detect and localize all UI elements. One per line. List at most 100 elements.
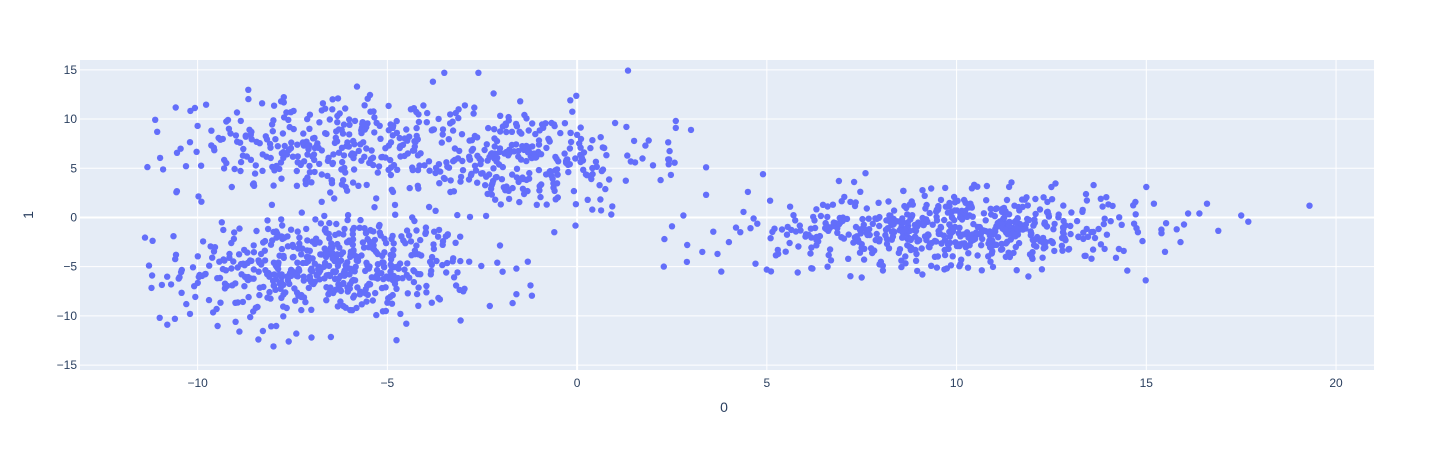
scatter-point [329,255,336,262]
scatter-point [366,281,374,288]
scatter-point [912,257,920,264]
scatter-point [941,246,948,254]
scatter-point [914,267,921,275]
scatter-point [1130,202,1137,209]
scatter-point [860,256,868,263]
scatter-point [968,202,975,210]
scatter-point [532,154,539,161]
scatter-point [665,139,672,146]
scatter-point [597,207,605,214]
scatter-point [359,120,366,128]
scatter-point [1007,236,1014,243]
scatter-point [266,273,273,280]
scatter-point [250,266,257,273]
scatter-point [505,195,513,203]
scatter-point [208,142,215,149]
scatter-point [1011,231,1019,239]
scatter-point [1082,190,1090,198]
scatter-point [450,274,458,281]
scatter-point [665,161,672,168]
scatter-point [396,134,403,142]
scatter-point [382,307,390,315]
scatter-point [852,199,859,206]
scatter-point [869,220,876,227]
scatter-point [889,233,897,240]
scatter-point [1029,236,1037,244]
scatter-point [273,322,280,330]
scatter-point [1238,212,1245,219]
scatter-point [278,216,285,223]
scatter-point [400,237,407,244]
scatter-point [471,132,479,140]
scatter-point [1116,214,1123,221]
scatter-point [250,249,258,256]
scatter-point [270,182,277,189]
scatter-point [603,152,610,159]
scatter-point [505,152,512,159]
scatter-point [199,238,207,245]
scatter-point [443,269,450,276]
scatter-point [1044,198,1051,206]
scatter-point [551,187,558,195]
scatter-point [684,241,691,249]
scatter-point [520,190,528,198]
scatter-point [624,152,631,159]
scatter-point [1039,254,1046,261]
scatter-point [347,248,355,255]
scatter-point [329,159,337,167]
scatter-point [526,169,533,177]
scatter-point [668,223,676,230]
scatter-point [923,201,930,209]
scatter-point [383,273,390,280]
scatter-point [1142,277,1149,284]
scatter-point [197,162,205,169]
scatter-point [926,209,933,217]
scatter-point [354,284,361,291]
scatter-point [565,168,572,176]
scatter-point [847,198,854,206]
scatter-point [671,159,678,166]
scatter-point [872,215,879,222]
x-axis-title: 0 [720,399,728,415]
scatter-point [992,205,999,213]
scatter-point [557,129,564,137]
scatter-point [328,180,336,187]
scatter-point [393,285,400,292]
scatter-point [281,234,288,241]
scatter-point [219,265,227,273]
scatter-point [346,271,353,278]
scatter-point [277,98,285,105]
scatter-point [1048,196,1056,203]
scatter-point [1100,220,1108,228]
scatter-point [1095,225,1102,233]
scatter-point [921,192,928,199]
scatter-point [324,157,332,165]
scatter-point [1062,222,1069,229]
scatter-point [466,156,474,163]
scatter-point [411,247,419,254]
scatter-point [775,250,782,258]
scatter-point [237,117,244,125]
scatter-point [294,259,301,266]
scatter-point [918,245,925,252]
scatter-point [279,222,286,229]
scatter-point [341,225,348,233]
scatter-point [388,186,395,193]
scatter-point [826,246,834,253]
scatter-point [912,227,920,235]
scatter-point [572,201,580,208]
scatter-point [1139,237,1146,245]
scatter-point [1060,202,1067,209]
scatter-point [370,228,377,235]
scatter-point [423,119,430,126]
scatter-point [567,138,575,146]
scatter-point [315,269,323,276]
scatter-point [490,165,497,172]
scatter-point [271,271,278,278]
scatter-point [858,274,865,281]
scatter-point [346,131,353,138]
scatter-point [211,244,219,251]
scatter-point [537,151,545,158]
scatter-point [605,176,613,183]
scatter-point [582,171,590,178]
